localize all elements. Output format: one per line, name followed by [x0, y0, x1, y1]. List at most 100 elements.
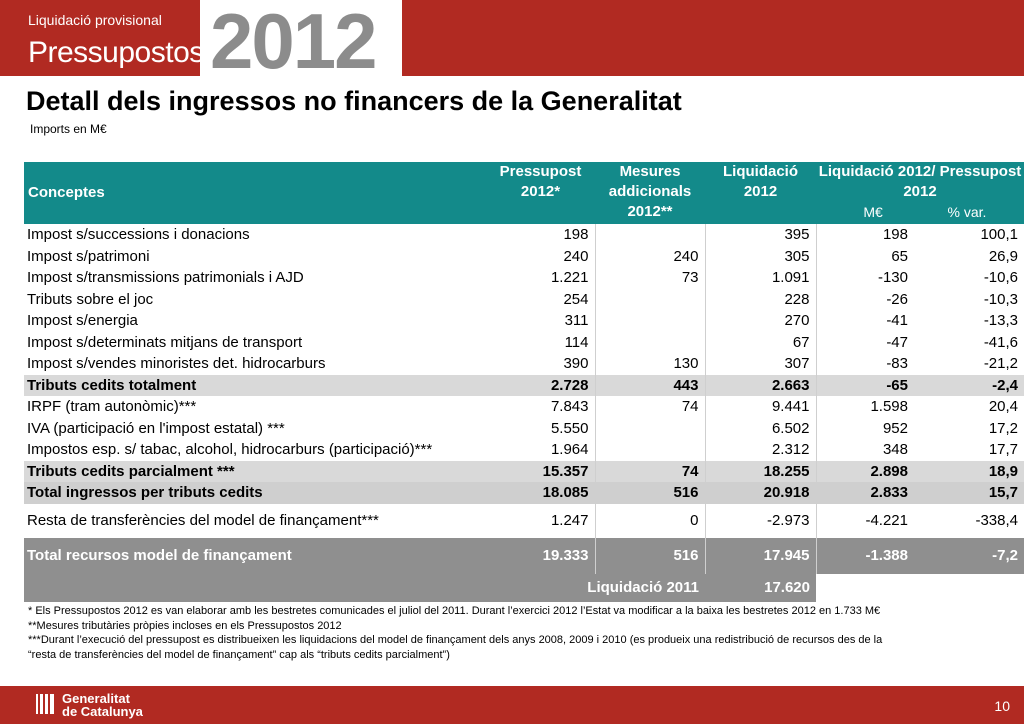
cell-diff-pct: -2,4 — [914, 374, 1024, 396]
cell-diff-me: -83 — [886, 355, 908, 373]
cell-liquidation: 228 — [705, 288, 817, 310]
footnote-2: **Mesures tributàries pròpies incloses e… — [28, 619, 342, 632]
cell-measures: 74 — [595, 396, 706, 418]
cell-measures: 240 — [595, 245, 706, 267]
row-label: Impost s/vendes minoristes det. hidrocar… — [27, 355, 326, 373]
table-row: Total ingressos per tributs cedits 18.085… — [24, 482, 1024, 504]
cell-diff-me: 2.898 — [816, 460, 914, 482]
table-row-liq2011: Liquidació 2011 17.620 — [24, 573, 1024, 602]
row-label: Total recursos model de finançament — [24, 537, 486, 574]
table-row: Impost s/determinats mitjans de transpor… — [24, 331, 1024, 353]
cell-diff-pct: 17,7 — [988, 441, 1019, 459]
cell-measures: 516 — [595, 482, 706, 504]
table-row: Tributs cedits totalment 2.728 443 2.663 -65… — [24, 374, 1024, 396]
header-year-box: 2012 — [200, 0, 402, 85]
cell-diff-pct: 15,7 — [914, 482, 1024, 504]
table-row: Impost s/transmissions patrimonials i AJ… — [24, 267, 1024, 289]
cell-budget: 18.085 — [486, 482, 596, 504]
cell-measures: 516 — [595, 537, 706, 574]
row-label: Impost s/successions i donacions — [27, 226, 250, 244]
cell-budget: 7.843 — [486, 396, 596, 418]
cell-measures — [595, 310, 706, 332]
cell-liquidation: -2.973 — [705, 503, 817, 538]
cell-liquidation: 20.918 — [705, 482, 817, 504]
cell-diff-pct: -13,3 — [983, 312, 1019, 330]
header-ratio-pct: % var. — [947, 204, 987, 220]
cell-diff-me: 65 — [891, 247, 908, 265]
liq2011-value: 17.620 — [705, 573, 816, 602]
cell-diff-pct: 20,4 — [988, 398, 1019, 416]
table-row: Impost s/vendes minoristes det. hidrocar… — [24, 353, 1024, 375]
row-label: Total ingressos per tributs cedits — [24, 482, 486, 504]
header-ratio-title: Liquidació 2012/ Pressupost 2012 — [818, 163, 1022, 200]
cell-measures — [595, 417, 706, 439]
cell-diff-me: 348 — [882, 441, 908, 459]
cell-diff-pct: -7,2 — [914, 537, 1024, 574]
row-label: Tributs cedits parcialment *** — [24, 460, 486, 482]
cell-diff-me: -41 — [886, 312, 908, 330]
table-row: Tributs cedits parcialment *** 15.357 74 18… — [24, 460, 1024, 482]
cell-liquidation: 67 — [705, 331, 817, 353]
cell-diff-pct: 18,9 — [914, 460, 1024, 482]
header-ratio: Liquidació 2012/ Pressupost 2012 M€ % va… — [816, 162, 1024, 224]
cell-liquidation: 270 — [705, 310, 817, 332]
cell-diff-pct: -10,6 — [983, 269, 1019, 287]
cell-diff-me: -130 — [877, 269, 908, 287]
row-label: Impost s/patrimoni — [27, 247, 150, 265]
cell-liquidation: 18.255 — [705, 460, 817, 482]
table-row: IVA (participació en l'impost estatal) *… — [24, 417, 1024, 439]
cell-liquidation: 9.441 — [705, 396, 817, 418]
row-label: Tributs cedits totalment — [24, 374, 486, 396]
cell-measures: 130 — [595, 353, 706, 375]
table-row: Total recursos model de finançament 19.33… — [24, 537, 1024, 574]
cell-budget: 198 — [486, 224, 596, 246]
cell-liquidation: 17.945 — [705, 537, 817, 574]
page-number: 10 — [994, 698, 1010, 714]
cell-budget: 1.247 — [486, 503, 596, 538]
cell-liquidation: 2.312 — [705, 439, 817, 461]
table-header-row: Conceptes Pressupost 2012* Mesures addic… — [24, 162, 1024, 224]
cell-measures — [595, 331, 706, 353]
header-year: 2012 — [210, 0, 378, 85]
table-row: Impostos esp. s/ tabac, alcohol, hidroca… — [24, 439, 1024, 461]
cell-diff-me: 952 — [882, 419, 908, 437]
cell-budget: 19.333 — [486, 537, 596, 574]
logo-line-1: Generalitat — [62, 691, 130, 706]
header-liquidation: Liquidació 2012 — [705, 162, 816, 224]
cell-diff-me: -4.221 — [865, 511, 908, 529]
cell-measures: 443 — [595, 374, 706, 396]
cell-diff-me: -1.388 — [816, 537, 914, 574]
cell-diff-me: 1.598 — [870, 398, 908, 416]
cell-measures — [595, 439, 706, 461]
cell-budget: 114 — [486, 331, 596, 353]
table-row: Resta de transferències del model de fin… — [24, 503, 1024, 538]
row-label: IVA (participació en l'impost estatal) *… — [27, 419, 285, 437]
liq2011-blank-1 — [816, 573, 914, 602]
cell-liquidation: 6.502 — [705, 417, 817, 439]
row-label: Impost s/energia — [27, 312, 138, 330]
header-subtitle: Liquidació provisional — [28, 12, 162, 28]
cell-measures: 73 — [595, 267, 706, 289]
row-label: Resta de transferències del model de fin… — [27, 511, 379, 529]
cell-budget: 254 — [486, 288, 596, 310]
cell-diff-pct: 17,2 — [988, 419, 1019, 437]
page-units: Imports en M€ — [30, 122, 107, 136]
cell-liquidation: 305 — [705, 245, 817, 267]
cell-diff-pct: -10,3 — [983, 290, 1019, 308]
table-row: Impost s/successions i donacions 198 395 19… — [24, 224, 1024, 246]
cell-diff-me: -65 — [816, 374, 914, 396]
cell-budget: 1.964 — [486, 439, 596, 461]
cell-liquidation: 1.091 — [705, 267, 817, 289]
cell-diff-pct: -41,6 — [983, 333, 1019, 351]
header-ratio-sub: M€ % var. — [816, 202, 1024, 222]
table-row: Impost s/energia 311 270 -41 -13,3 — [24, 310, 1024, 332]
cell-measures — [595, 224, 706, 246]
header-ratio-me: M€ — [863, 204, 883, 220]
footnote-4: “resta de transferències del model de fi… — [28, 648, 450, 661]
liq2011-label: Liquidació 2011 — [486, 573, 705, 602]
footnotes: * Els Pressupostos 2012 es van elaborar … — [28, 604, 1018, 662]
header-red-band — [402, 0, 1024, 76]
cell-diff-me: 198 — [882, 226, 908, 244]
cell-diff-me: 2.833 — [816, 482, 914, 504]
cell-liquidation: 395 — [705, 224, 817, 246]
